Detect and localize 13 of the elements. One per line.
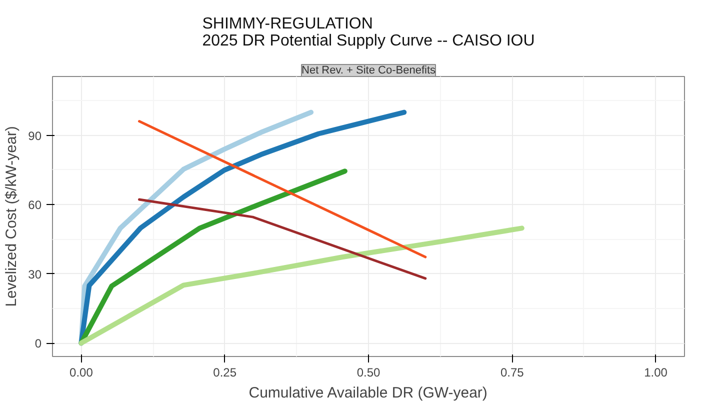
y-axis-title: Levelized Cost ($/kW-year) [3, 126, 20, 307]
y-tick-label: 30 [28, 267, 42, 282]
chart-title: SHIMMY-REGULATION 2025 DR Potential Supply Curve -- CAISO IOU [202, 16, 535, 50]
x-tick-label: 0.50 [356, 366, 381, 380]
x-tick-label: 0.75 [500, 366, 524, 380]
x-tick-label: 0.25 [213, 366, 237, 380]
chart-subtitle: Net Rev. + Site Co-Benefits [302, 64, 436, 76]
x-tick-label: 1.00 [644, 366, 668, 380]
y-tick-label: 90 [28, 128, 42, 143]
x-tick-label: 0.00 [70, 366, 94, 380]
y-tick-label: 60 [28, 198, 42, 212]
y-tick-label: 0 [34, 336, 42, 351]
x-axis-title: Cumulative Available DR (GW-year) [248, 384, 488, 402]
